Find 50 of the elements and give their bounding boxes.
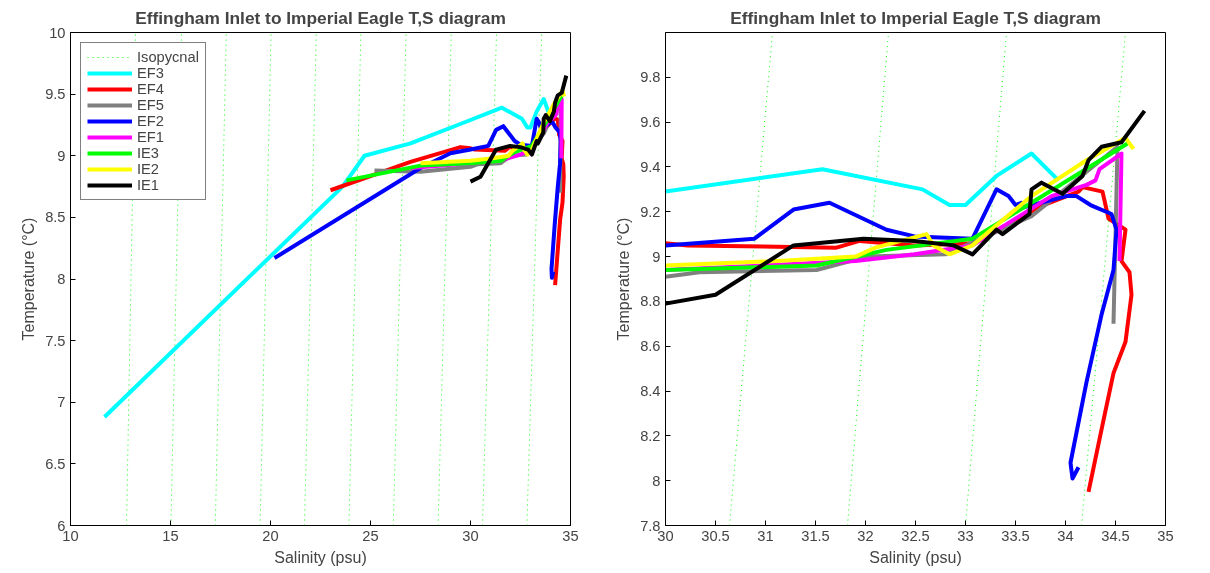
chart-title: Effingham Inlet to Imperial Eagle T,S diagram (135, 7, 506, 28)
y-tick-label: 8.6 (640, 338, 661, 355)
x-tick-label: 35 (562, 527, 579, 544)
legend-label: EF5 (137, 97, 164, 113)
x-tick-label: 30.5 (701, 527, 730, 544)
y-tick-label: 8 (57, 271, 66, 287)
y-tick-label: 8 (652, 472, 661, 489)
y-tick-label: 9.8 (640, 69, 661, 86)
y-axis-title: Temperature (°C) (615, 217, 633, 341)
y-tick-label: 10 (49, 24, 66, 41)
y-tick-label: 8.8 (640, 293, 661, 310)
y-tick-label: 8.5 (45, 209, 66, 226)
x-tick-label: 31 (757, 527, 774, 544)
y-tick-label: 8.4 (640, 383, 661, 400)
x-tick-label: 30 (462, 527, 479, 544)
legend-label: EF3 (137, 65, 164, 81)
y-tick-label: 9 (57, 147, 66, 164)
x-tick-label: 31.5 (801, 527, 830, 544)
y-tick-label: 9.5 (45, 86, 66, 103)
legend-label: EF1 (137, 129, 164, 145)
x-tick-label: 20 (262, 527, 279, 544)
chart-title: Effingham Inlet to Imperial Eagle T,S diagram (730, 7, 1101, 28)
legend-label: IE2 (137, 161, 159, 177)
x-axis-title: Salinity (psu) (274, 548, 367, 566)
y-tick-label: 7.5 (45, 332, 66, 349)
x-tick-label: 34.5 (1101, 527, 1130, 544)
y-tick-label: 9.2 (640, 203, 661, 220)
y-tick-label: 9.4 (640, 158, 661, 175)
y-axis-title: Temperature (°C) (20, 217, 38, 341)
x-axis-title: Salinity (psu) (869, 548, 962, 566)
legend-label: EF2 (137, 113, 164, 129)
line-series (468, 73, 569, 184)
y-tick-label: 7 (57, 394, 66, 411)
y-tick-label: 8.2 (640, 427, 661, 444)
y-tick-label: 6.5 (45, 455, 66, 472)
line-series (102, 97, 552, 420)
x-tick-label: 15 (162, 527, 179, 544)
x-tick-label: 32 (857, 527, 874, 544)
x-tick-label: 35 (1157, 527, 1174, 544)
y-tick-label: 9.6 (640, 114, 661, 131)
legend-label: IE1 (137, 177, 159, 193)
y-tick-label: 9 (652, 248, 661, 265)
legend-label: IE3 (137, 145, 159, 161)
x-tick-label: 32.5 (901, 527, 930, 544)
x-tick-label: 33 (957, 527, 974, 544)
legend-label: EF4 (137, 81, 164, 97)
x-tick-label: 33.5 (1001, 527, 1030, 544)
x-tick-label: 25 (362, 527, 379, 544)
x-tick-label: 34 (1057, 527, 1074, 544)
legend-label: Isopycnal (137, 49, 199, 65)
